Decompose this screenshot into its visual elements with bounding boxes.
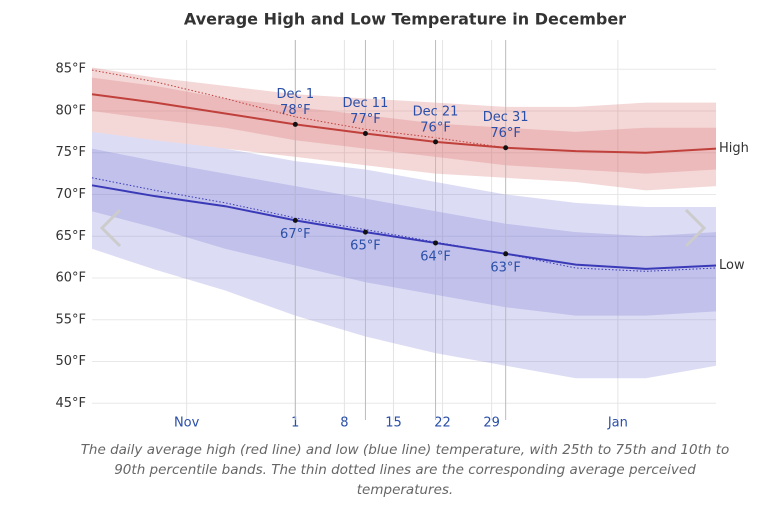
annotation-high: 76°F (490, 126, 521, 141)
high-dot (503, 145, 509, 151)
y-tick-label: 65°F (55, 229, 86, 244)
high-dot (292, 121, 298, 127)
annotation-low: 64°F (420, 249, 451, 264)
y-tick-label: 80°F (55, 103, 86, 118)
low-dot (503, 251, 509, 257)
y-tick-label: 70°F (55, 187, 86, 202)
series-line (91, 93, 717, 154)
y-tick-label: 45°F (55, 396, 86, 411)
low-dot (362, 229, 368, 235)
low-dot (292, 217, 298, 223)
x-tick-label: Jan (607, 416, 628, 431)
annotation-date: Dec 1 (277, 87, 315, 102)
annotation-high: 78°F (280, 103, 311, 118)
high-dot (433, 139, 439, 145)
prev-arrow[interactable] (99, 208, 122, 248)
x-tick-label: 22 (434, 416, 451, 431)
annotation-high: 76°F (420, 120, 451, 135)
y-tick-label: 85°F (55, 62, 86, 77)
annotation-date: Dec 31 (483, 110, 529, 125)
percentile-band (92, 148, 716, 316)
percentile-band (92, 67, 716, 191)
perceived-line (91, 69, 717, 154)
y-tick-label: 75°F (55, 145, 86, 160)
x-tick-label: 8 (340, 416, 348, 431)
caption: The daily average high (red line) and lo… (80, 442, 730, 498)
x-tick-label: 29 (483, 416, 500, 431)
y-tick-label: 60°F (55, 271, 86, 286)
x-tick-label: 1 (291, 416, 299, 431)
chart-title: Average High and Low Temperature in Dece… (184, 10, 626, 29)
x-tick-label: 15 (385, 416, 402, 431)
annotation-low: 65°F (350, 239, 381, 254)
annotation-date: Dec 11 (343, 96, 389, 111)
annotation-low: 67°F (280, 227, 311, 242)
annotation-high: 77°F (350, 112, 381, 127)
chart: Average High and Low Temperature in Dece… (55, 10, 749, 431)
y-tick-label: 50°F (55, 354, 86, 369)
percentile-band (92, 131, 716, 379)
annotation-low: 63°F (490, 260, 521, 275)
series-line (91, 184, 717, 270)
legend-label: High (719, 141, 749, 156)
low-dot (433, 240, 439, 246)
high-dot (362, 131, 368, 137)
y-tick-label: 55°F (55, 312, 86, 327)
x-tick-label: Nov (174, 416, 200, 431)
plot: 45°F 50°F 55°F 60°F 65°F 70°F 75°F 80°F 85°F Nov 1… (55, 40, 749, 431)
next-arrow[interactable] (684, 208, 707, 248)
legend-label: Low (719, 258, 745, 273)
annotation-date: Dec 21 (413, 104, 459, 119)
